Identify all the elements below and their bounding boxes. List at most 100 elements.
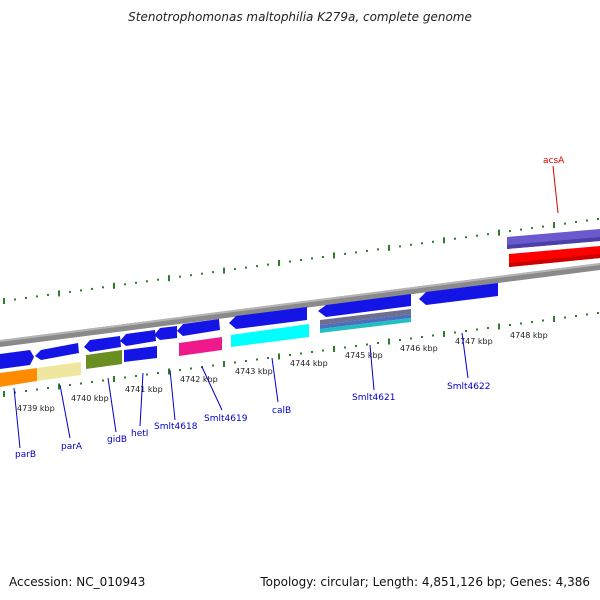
feature-smlt4621-a[interactable] (320, 309, 411, 325)
feature-gidB[interactable] (86, 350, 122, 369)
gene-label-parA[interactable]: parA (61, 442, 83, 452)
kbp-label-4739: 4739 kbp (17, 404, 55, 413)
outer-tick (333, 252, 335, 259)
outer-tick (91, 287, 93, 290)
inner-tick (256, 358, 258, 361)
inner-tick (586, 313, 588, 316)
inner-tick (553, 316, 555, 322)
gene-label-smlt4619[interactable]: Smlt4619 (204, 414, 248, 424)
inner-tick (388, 338, 390, 345)
outer-tick (553, 222, 555, 229)
feature-track-lower (0, 309, 411, 387)
inner-tick (564, 316, 566, 319)
gene-label-smlt4621[interactable]: Smlt4621 (352, 393, 395, 403)
inner-tick (542, 319, 544, 322)
feature-smlt4621-c[interactable] (320, 318, 411, 333)
outer-tick (531, 227, 533, 230)
outer-tick (245, 266, 247, 269)
inner-tick (190, 367, 192, 370)
cds-arrow-smlt4618[interactable] (154, 326, 177, 340)
cds-arrow-parB[interactable] (0, 350, 34, 369)
kbp-label-4747: 4747 kbp (455, 337, 493, 346)
inner-tick (278, 353, 280, 360)
outer-tick (487, 233, 489, 236)
outer-tick (201, 272, 203, 275)
feature-smlt4621-b[interactable] (320, 314, 411, 329)
leader-smlt4618 (169, 369, 176, 421)
feature-parB[interactable] (0, 368, 37, 387)
cds-track-upper (0, 283, 498, 369)
outer-tick (300, 259, 302, 261)
inner-tick (58, 383, 60, 390)
gene-label-smlt4618[interactable]: Smlt4618 (154, 422, 198, 432)
gene-label-parB[interactable]: parB (15, 450, 36, 460)
outer-tick (509, 230, 511, 233)
leader-smlt4622 (461, 332, 469, 379)
cds-arrow-parA[interactable] (35, 343, 79, 360)
outer-tick (586, 219, 588, 222)
gene-labels: parB parA gidB hetI Smlt4618 Smlt4619 ca… (15, 156, 565, 460)
inner-tick (3, 391, 5, 397)
inner-tick (498, 323, 500, 330)
outer-tick (157, 278, 159, 281)
kbp-label-4746: 4746 kbp (400, 344, 438, 353)
inner-tick (179, 369, 181, 371)
outer-tick (344, 252, 346, 255)
outer-tick-track (3, 218, 599, 304)
outer-tick (520, 228, 522, 231)
inner-tick (25, 390, 27, 392)
cds-arrow-smlt4619[interactable] (177, 319, 220, 336)
outer-tick (124, 283, 126, 286)
leader-parA (59, 384, 71, 439)
inner-tick (410, 337, 412, 340)
outer-tick (377, 248, 379, 251)
inner-tick (520, 322, 522, 325)
feature-smlt4619[interactable] (179, 337, 222, 356)
outer-tick (421, 242, 423, 245)
gene-label-hetI[interactable]: hetI (131, 429, 148, 439)
inner-tick (311, 351, 313, 353)
feature-calB[interactable] (231, 324, 309, 347)
cds-arrow-hetI[interactable] (120, 330, 156, 346)
kbp-label-4745: 4745 kbp (345, 351, 383, 360)
map-title: Stenotrophomonas maltophilia K279a, comp… (128, 10, 472, 24)
gene-label-gidB[interactable]: gidB (107, 435, 127, 445)
inner-tick (14, 391, 16, 394)
gene-label-acsA[interactable]: acsA (543, 156, 565, 166)
cds-arrow-smlt4622[interactable] (419, 283, 498, 305)
outer-tick (80, 289, 82, 292)
inner-tick (355, 345, 357, 347)
label-leaders (13, 165, 559, 449)
leader-calB (271, 357, 279, 403)
backbone-highlight (0, 263, 600, 342)
cds-arrow-calB[interactable] (229, 307, 307, 329)
inner-tick (267, 357, 269, 359)
leader-hetI (139, 372, 144, 427)
gene-label-calB[interactable]: calB (272, 406, 291, 416)
inner-tick (245, 360, 247, 362)
inner-tick (377, 342, 379, 344)
feature-parA[interactable] (37, 362, 81, 381)
feature-hetI[interactable] (124, 346, 157, 362)
outer-tick (564, 222, 566, 225)
inner-tick (487, 327, 489, 329)
outer-tick (168, 275, 170, 282)
gene-label-smlt4622[interactable]: Smlt4622 (447, 382, 490, 392)
inner-tick (454, 331, 456, 334)
outer-tick (410, 243, 412, 246)
inner-tick (168, 368, 170, 375)
inner-tick (432, 334, 434, 337)
leader-smlt4619 (201, 366, 223, 411)
outer-tick (179, 275, 181, 278)
inner-tick (344, 346, 346, 349)
feature-acsA-forward-edge (507, 237, 600, 249)
cds-arrow-gidB[interactable] (84, 336, 121, 352)
inner-tick (465, 330, 467, 332)
inner-tick (322, 349, 324, 352)
cds-arrow-smlt4621[interactable] (318, 294, 411, 317)
inner-tick (80, 382, 82, 385)
outer-tick (212, 271, 214, 274)
inner-tick (91, 381, 93, 383)
kbp-label-4741: 4741 kbp (125, 385, 163, 394)
inner-tick (212, 364, 214, 367)
